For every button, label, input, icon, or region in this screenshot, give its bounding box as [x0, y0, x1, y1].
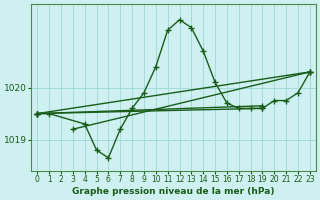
X-axis label: Graphe pression niveau de la mer (hPa): Graphe pression niveau de la mer (hPa)	[72, 187, 275, 196]
